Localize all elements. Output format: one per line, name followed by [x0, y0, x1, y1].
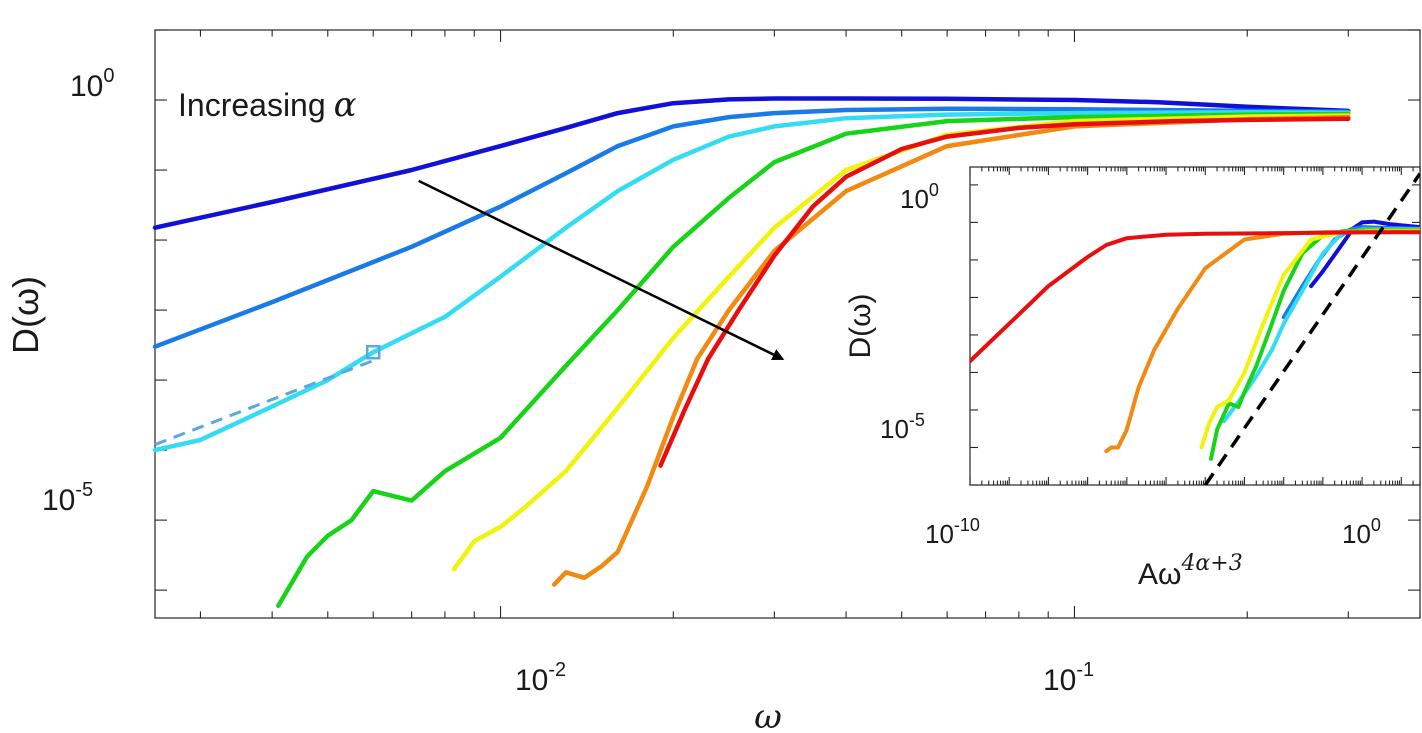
main-annotations: [154, 179, 785, 446]
main-xtick-label-1: 10-2: [515, 659, 566, 697]
main-series-α6: [551, 114, 1351, 587]
inset-series-group: [970, 219, 1420, 461]
main-series-α2: [152, 106, 1351, 349]
inset-ylabel: D(ω): [844, 293, 877, 358]
main-series-group: [152, 96, 1351, 608]
main-series-α1: [152, 96, 1351, 230]
inset-xtick-label-1: 10-10: [925, 515, 980, 549]
increasing-alpha-label: Increasing α: [178, 85, 357, 125]
main-series-α4: [276, 111, 1351, 608]
main-ylabel: D(ω): [5, 276, 46, 354]
main-square-marker: [365, 344, 381, 360]
inset-plot: 10-10 100 10-5 100 Aω4α+3 D(ω): [844, 166, 1421, 591]
main-series-α5: [451, 113, 1351, 572]
main-ytick-label-2: 100: [70, 65, 115, 103]
main-series-α7: [658, 116, 1351, 468]
inset-ytick-label-1: 10-5: [880, 410, 925, 444]
inset-xtick-label-2: 100: [1342, 515, 1381, 549]
main-ytick-label-1: 10-5: [42, 479, 93, 517]
increasing-alpha-arrow: [418, 179, 785, 361]
inset-ytick-label-2: 100: [900, 180, 939, 214]
inset-plot-frame: [969, 166, 1421, 486]
main-xlabel: ω: [754, 697, 782, 733]
inset-minor-ticks: [969, 167, 1421, 486]
main-minor-ticks: [155, 29, 1421, 618]
inset-series-α7: [970, 230, 1420, 364]
inset-annotations: [1203, 172, 1420, 485]
inset-scaling-reference-line: [1203, 172, 1420, 485]
main-series-α3: [152, 109, 1351, 453]
main-xtick-label-2: 10-1: [1043, 659, 1094, 697]
inset-series-α1: [1309, 219, 1420, 289]
inset-xlabel: Aω4α+3: [1138, 551, 1243, 591]
